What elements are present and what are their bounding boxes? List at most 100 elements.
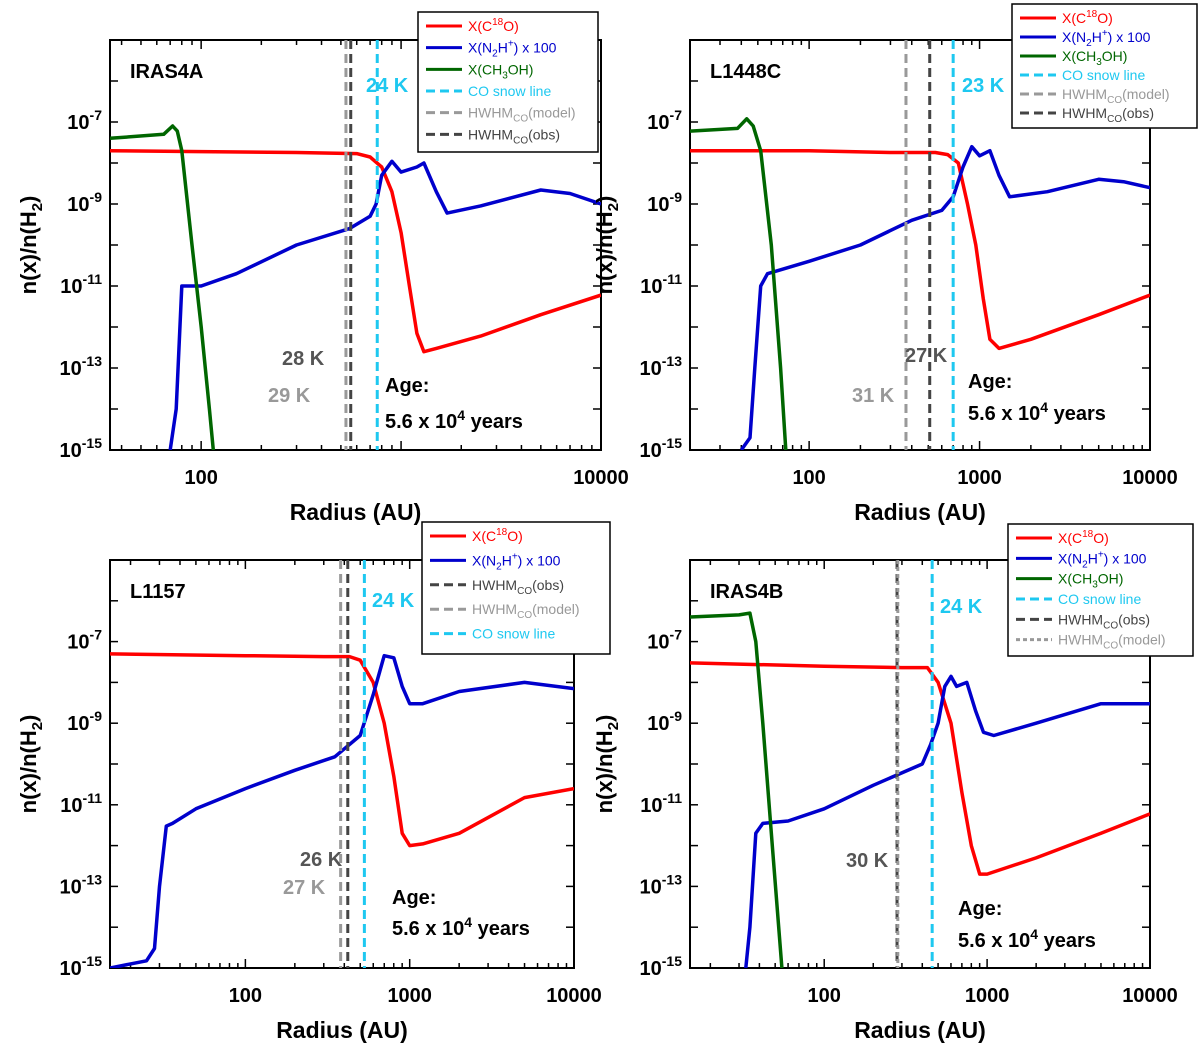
age-label: Age: bbox=[958, 898, 1002, 920]
series-x-c18o- bbox=[690, 148, 1150, 351]
panel-title: IRAS4A bbox=[130, 61, 203, 83]
legend-entry: HWHMCO(model) bbox=[1058, 632, 1166, 652]
y-axis-label: n(x)/n(H2) bbox=[16, 715, 46, 814]
plot-area bbox=[110, 560, 574, 968]
legend-box bbox=[1007, 523, 1194, 657]
legend-entry: HWHMCO(obs) bbox=[1062, 105, 1154, 125]
legend-entry: HWHMCO(obs) bbox=[472, 577, 564, 597]
legend-entry: CO snow line bbox=[1062, 67, 1145, 83]
panel-title: L1157 bbox=[130, 581, 186, 603]
temperature-label: 27 K bbox=[283, 877, 326, 899]
x-tick-label: 10000 bbox=[546, 985, 602, 1007]
legend-entry: X(N2H+) x 100 bbox=[472, 551, 561, 572]
legend-entry: X(CH3OH) bbox=[468, 61, 533, 81]
series-x-n2h-x-100 bbox=[744, 674, 1150, 968]
legend-entry: X(CH3OH) bbox=[1062, 48, 1127, 68]
age-label: Age: bbox=[385, 375, 429, 397]
legend-entry: X(C18O) bbox=[468, 17, 519, 34]
legend-box bbox=[417, 11, 599, 153]
y-tick-label: 10-11 bbox=[640, 790, 682, 817]
y-axis-label: n(x)/n(H2) bbox=[592, 715, 622, 814]
age-label: 5.6 x 104 years bbox=[958, 926, 1096, 952]
legend-entry: X(N2H+) x 100 bbox=[1062, 28, 1151, 49]
x-tick-label: 10000 bbox=[573, 467, 629, 489]
x-tick-label: 100 bbox=[808, 985, 841, 1007]
legend-entry: X(N2H+) x 100 bbox=[1058, 549, 1147, 570]
legend-entry: HWHMCO(model) bbox=[1062, 86, 1170, 106]
y-tick-label: 10-13 bbox=[640, 353, 683, 380]
plot-area bbox=[690, 40, 1150, 450]
series-x-c18o- bbox=[690, 661, 1150, 876]
age-label: 5.6 x 104 years bbox=[385, 407, 523, 433]
age-label: 5.6 x 104 years bbox=[392, 914, 530, 940]
temperature-label: 26 K bbox=[300, 849, 343, 871]
y-tick-label: 10-11 bbox=[60, 790, 102, 817]
series-x-ch3oh- bbox=[690, 611, 784, 968]
x-axis-label: Radius (AU) bbox=[276, 1017, 408, 1043]
legend-box bbox=[421, 521, 611, 655]
y-tick-label: 10-15 bbox=[60, 435, 103, 462]
temperature-label: 23 K bbox=[962, 75, 1005, 97]
y-tick-label: 10-15 bbox=[640, 953, 683, 980]
series-x-c18o- bbox=[110, 148, 601, 354]
x-tick-label: 10000 bbox=[1122, 985, 1178, 1007]
x-axis-label: Radius (AU) bbox=[290, 499, 422, 525]
panel-iras4a: 100 10000 10-15 10-13 10-11 10-9 10-7 n(x)/n(H2… bbox=[16, 11, 629, 525]
y-tick-label: 10-7 bbox=[67, 107, 102, 134]
series-x-n2h-x-100 bbox=[739, 144, 1150, 450]
legend-entry: CO snow line bbox=[472, 626, 555, 642]
y-tick-label: 10-9 bbox=[647, 708, 682, 735]
x-tick-label: 1000 bbox=[957, 467, 1002, 489]
legend-entry: X(C18O) bbox=[472, 527, 523, 544]
temperature-label: 28 K bbox=[282, 348, 325, 370]
legend-box bbox=[1011, 3, 1198, 129]
x-tick-label: 100 bbox=[184, 467, 217, 489]
y-tick-label: 10-11 bbox=[640, 271, 682, 298]
y-tick-label: 10-11 bbox=[60, 271, 102, 298]
series-x-c18o- bbox=[110, 652, 574, 848]
legend-entry: CO snow line bbox=[1058, 591, 1141, 607]
y-tick-label: 10-9 bbox=[67, 708, 102, 735]
panel-iras4b: 100 1000 10000 10-15 10-13 10-11 10-9 10-7 n(x)/… bbox=[592, 523, 1194, 1043]
x-axis-label: Radius (AU) bbox=[854, 499, 986, 525]
temperature-label: 31 K bbox=[852, 385, 895, 407]
y-tick-label: 10-13 bbox=[640, 871, 683, 898]
legend: X(C18O) X(N2H+) x 100 HWHMCO(obs) HWHMCO(mo… bbox=[421, 521, 611, 655]
y-tick-label: 10-15 bbox=[640, 435, 683, 462]
legend-entry: HWHMCO(model) bbox=[468, 105, 576, 125]
panel-title: L1448C bbox=[710, 61, 781, 83]
panel-l1157: 100 1000 10000 10-15 10-13 10-11 10-9 10-7 n(x)/… bbox=[16, 521, 611, 1043]
temperature-label: 27 K bbox=[905, 345, 948, 367]
y-tick-label: 10-7 bbox=[647, 627, 682, 654]
y-tick-label: 10-7 bbox=[67, 627, 102, 654]
series-x-ch3oh- bbox=[110, 124, 216, 450]
series-x-ch3oh- bbox=[690, 117, 788, 450]
legend-entry: X(CH3OH) bbox=[1058, 571, 1123, 591]
age-label: Age: bbox=[968, 371, 1012, 393]
series-x-n2h-x-100 bbox=[168, 159, 601, 450]
plot-area bbox=[690, 560, 1150, 968]
panel-l1448c: 100 1000 10000 10-15 10-13 10-11 10-9 10-7 n(x)/… bbox=[592, 3, 1198, 525]
legend-entry: CO snow line bbox=[468, 83, 551, 99]
x-tick-label: 1000 bbox=[387, 985, 432, 1007]
panel-title: IRAS4B bbox=[710, 581, 783, 603]
temperature-label: 24 K bbox=[366, 75, 409, 97]
legend-entry: X(C18O) bbox=[1062, 9, 1113, 26]
x-tick-label: 100 bbox=[792, 467, 825, 489]
y-tick-label: 10-13 bbox=[60, 353, 103, 380]
y-tick-label: 10-15 bbox=[60, 953, 103, 980]
legend-entry: HWHMCO(model) bbox=[472, 601, 580, 621]
y-axis-label: n(x)/n(H2) bbox=[16, 196, 46, 295]
x-tick-label: 1000 bbox=[965, 985, 1010, 1007]
legend-entry: HWHMCO(obs) bbox=[468, 126, 560, 146]
y-axis-label: n(x)/n(H2) bbox=[592, 196, 622, 295]
legend-entry: X(N2H+) x 100 bbox=[468, 39, 557, 60]
y-tick-label: 10-9 bbox=[647, 189, 682, 216]
x-tick-label: 10000 bbox=[1122, 467, 1178, 489]
legend-entry: X(C18O) bbox=[1058, 529, 1109, 546]
x-tick-label: 100 bbox=[229, 985, 262, 1007]
